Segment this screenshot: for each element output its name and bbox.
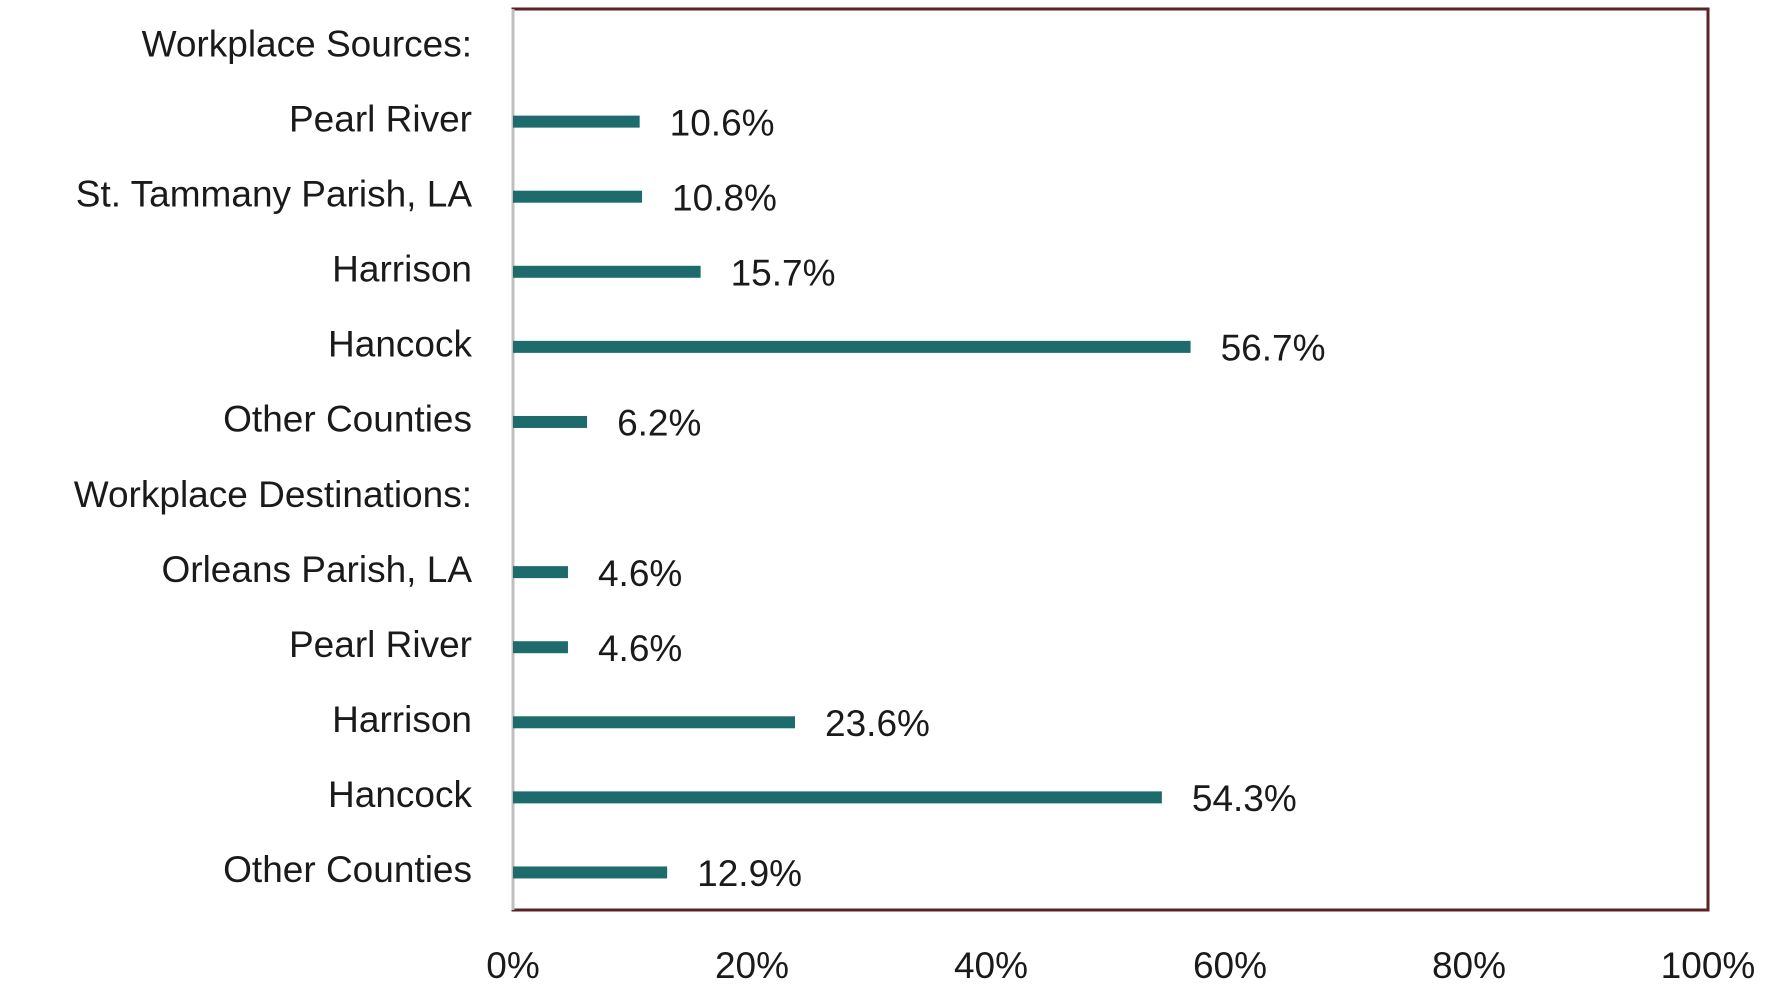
y-tick-label: Pearl River bbox=[289, 624, 472, 665]
value-label: 56.7% bbox=[1221, 328, 1326, 369]
x-tick-label: 80% bbox=[1432, 945, 1506, 986]
value-label: 12.9% bbox=[697, 853, 802, 894]
value-label: 23.6% bbox=[825, 703, 930, 744]
x-tick-label: 40% bbox=[954, 945, 1028, 986]
x-tick-label: 0% bbox=[486, 945, 539, 986]
bar bbox=[513, 641, 568, 654]
value-label: 6.2% bbox=[617, 403, 701, 444]
value-label: 4.6% bbox=[598, 553, 682, 594]
value-label: 10.6% bbox=[670, 102, 775, 143]
value-label: 4.6% bbox=[598, 628, 682, 669]
bar bbox=[513, 866, 668, 879]
y-tick-label: St. Tammany Parish, LA bbox=[76, 173, 473, 214]
y-tick-label: Other Counties bbox=[223, 849, 472, 890]
y-tick-label: Pearl River bbox=[289, 98, 472, 139]
x-tick-label: 20% bbox=[715, 945, 789, 986]
y-tick-label: Orleans Parish, LA bbox=[161, 549, 472, 590]
y-tick-label: Workplace Sources: bbox=[142, 23, 472, 64]
bar bbox=[513, 415, 588, 428]
bar bbox=[513, 791, 1162, 804]
bar bbox=[513, 265, 701, 278]
x-tick-label: 60% bbox=[1193, 945, 1267, 986]
y-tick-label: Hancock bbox=[328, 324, 472, 365]
plot-frame bbox=[511, 7, 1710, 912]
value-label: 10.8% bbox=[672, 177, 777, 218]
y-tick-label: Workplace Destinations: bbox=[74, 474, 472, 515]
y-tick-label: Other Counties bbox=[223, 399, 472, 440]
bar bbox=[513, 566, 568, 579]
y-tick-label: Harrison bbox=[332, 249, 472, 290]
value-label: 54.3% bbox=[1192, 778, 1297, 819]
bar bbox=[513, 340, 1191, 353]
y-tick-label: Hancock bbox=[328, 774, 472, 815]
bar bbox=[513, 115, 640, 128]
y-tick-label: Harrison bbox=[332, 699, 472, 740]
bar bbox=[513, 716, 796, 729]
value-label: 15.7% bbox=[731, 253, 836, 294]
x-tick-label: 100% bbox=[1661, 945, 1756, 986]
bar bbox=[513, 190, 643, 203]
